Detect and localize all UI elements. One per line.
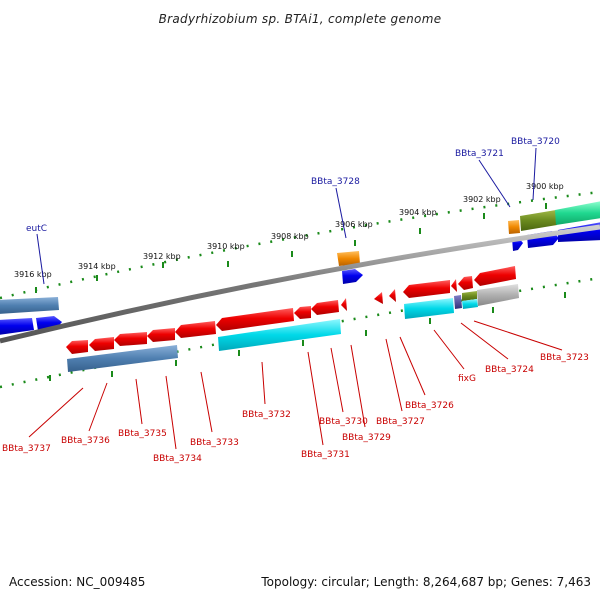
gene-bbta3732[interactable] <box>216 308 294 331</box>
scale-label: 3916 kbp <box>14 270 52 279</box>
leader-lines-top <box>36 147 537 285</box>
gene-bbta3724[interactable] <box>458 276 473 290</box>
scale-label: 3900 kbp <box>526 182 564 191</box>
gene-label[interactable]: BBta_3720 <box>511 137 560 147</box>
gene-cyan-small[interactable] <box>462 299 478 309</box>
scale-label: 3910 kbp <box>207 242 245 251</box>
gene-label[interactable]: fixG <box>458 374 476 384</box>
gene-label[interactable]: BBta_3735 <box>118 429 167 439</box>
gene-bbta3735[interactable] <box>114 332 147 346</box>
scale-label: 3906 kbp <box>335 220 373 229</box>
gene-label[interactable]: eutC <box>26 224 47 234</box>
scale-label: 3904 kbp <box>399 208 437 217</box>
gene-bbta3737[interactable] <box>66 340 88 354</box>
gene-purple[interactable] <box>454 295 462 309</box>
gene-bbta3731[interactable] <box>294 306 311 319</box>
gene-bbta3734[interactable] <box>147 328 175 342</box>
gene-label[interactable]: BBta_3734 <box>153 454 202 464</box>
gene-label[interactable]: BBta_3721 <box>455 149 504 159</box>
gene-bbta3720-teal[interactable] <box>555 201 600 225</box>
gene-label[interactable]: BBta_3737 <box>2 444 51 454</box>
scale-label: 3914 kbp <box>78 262 116 271</box>
genome-backbone <box>0 224 600 344</box>
gene-cyan-row[interactable] <box>218 319 341 351</box>
gene-bbta3726[interactable] <box>403 280 450 298</box>
gene-bbta3728-orange[interactable] <box>337 251 360 266</box>
gene-cyan-row[interactable] <box>404 298 454 319</box>
gene-bbta3727[interactable] <box>374 292 383 304</box>
gene-label[interactable]: BBta_3733 <box>190 438 239 448</box>
gene-bbta3723[interactable] <box>474 266 516 286</box>
gene-bbta3730[interactable] <box>311 300 339 315</box>
gene-label[interactable]: BBta_3730 <box>319 417 368 427</box>
gene-bbta3720-olive[interactable] <box>520 210 557 231</box>
gene-bbta3736[interactable] <box>89 337 114 351</box>
gene-label[interactable]: BBta_3727 <box>376 417 425 427</box>
gene-steel-row[interactable] <box>67 345 178 372</box>
gene-label[interactable]: BBta_3724 <box>485 365 534 375</box>
gene-bbta3729[interactable] <box>341 298 347 311</box>
gene-fixG[interactable] <box>451 279 457 292</box>
leader-lines-bottom <box>28 320 563 450</box>
gene-label[interactable]: BBta_3726 <box>405 401 454 411</box>
gene-label[interactable]: BBta_3731 <box>301 450 350 460</box>
gene-olive-small[interactable] <box>462 291 477 301</box>
scale-labels: 3916 kbp 3914 kbp 3912 kbp 3910 kbp 3908… <box>14 182 564 279</box>
scale-label: 3912 kbp <box>143 252 181 261</box>
bottom-gene-labels: BBta_3737 BBta_3736 BBta_3735 BBta_3734 … <box>2 353 589 464</box>
scale-label: 3902 kbp <box>463 195 501 204</box>
accession-text: Accession: NC_009485 <box>9 575 145 589</box>
gene-label[interactable]: BBta_3728 <box>311 177 360 187</box>
major-ticks <box>35 203 566 381</box>
gene-bbta3728[interactable] <box>342 269 363 284</box>
gene-label[interactable]: BBta_3732 <box>242 410 291 420</box>
gene-eutC[interactable] <box>0 318 34 335</box>
gene-label[interactable]: BBta_3723 <box>540 353 589 363</box>
gene-label[interactable]: BBta_3736 <box>61 436 110 446</box>
map-title: Bradyrhizobium sp. BTAi1, complete genom… <box>159 12 442 26</box>
gene-bbta3727-b[interactable] <box>389 289 396 302</box>
gene-eutC-steel[interactable] <box>0 297 59 314</box>
top-gene-labels: eutC BBta_3728 BBta_3721 BBta_3720 <box>26 137 560 234</box>
scale-label: 3908 kbp <box>271 232 309 241</box>
gene-bbta3733[interactable] <box>175 321 216 338</box>
topology-text: Topology: circular; Length: 8,264,687 bp… <box>260 575 591 589</box>
upper-tick-scale <box>0 190 600 300</box>
reverse-strand-genes <box>66 266 519 372</box>
gene-gray[interactable] <box>477 284 519 306</box>
gene-label[interactable]: BBta_3729 <box>342 433 391 443</box>
gene-bbta3721-orange[interactable] <box>508 220 520 234</box>
